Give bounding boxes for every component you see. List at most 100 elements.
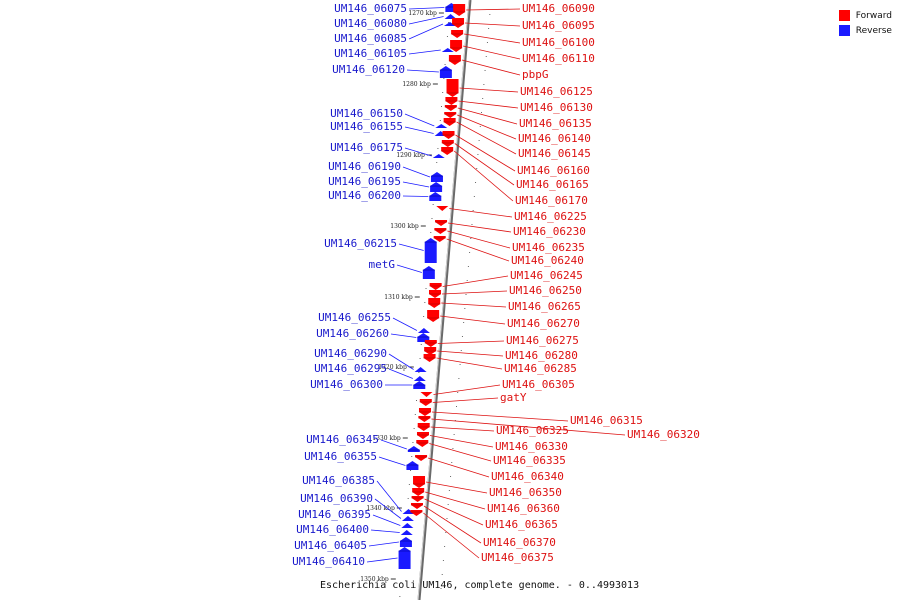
forward-gene-label: UM146_06240 — [511, 254, 584, 267]
forward-gene-label: UM146_06100 — [522, 36, 595, 49]
forward-gene-label: UM146_06325 — [496, 424, 569, 437]
forward-gene-label: UM146_06165 — [516, 178, 589, 191]
forward-gene-um146-06240 — [433, 236, 446, 242]
reverse-gene-label: UM146_06155 — [330, 120, 403, 133]
legend-forward-label: Forward — [855, 10, 892, 21]
forward-gene-um146-06160 — [442, 131, 455, 139]
reverse-gene-label: UM146_06195 — [328, 175, 401, 188]
forward-gene-label: UM146_06370 — [483, 536, 556, 549]
tick-label: 1340 kbp — [366, 505, 395, 512]
reverse-gene-um146-06175 — [432, 154, 445, 158]
forward-swatch — [838, 10, 850, 21]
forward-gene-um146-06110 — [450, 40, 463, 52]
forward-gene-um146-06225 — [436, 206, 449, 211]
forward-gene-label: UM146_06285 — [504, 362, 577, 375]
reverse-gene-label: UM146_06200 — [328, 189, 401, 202]
forward-gene-um146-06135 — [444, 105, 457, 111]
forward-gene-label: UM146_06350 — [489, 486, 562, 499]
reverse-gene-um146-06200 — [429, 192, 442, 201]
tick-label: 1320 kbp — [378, 364, 407, 371]
forward-gene-gaty — [419, 399, 432, 406]
reverse-gene-label: metG — [369, 258, 396, 271]
reverse-gene-um146-06150 — [435, 124, 448, 128]
label-connectors — [366, 7, 626, 563]
reverse-gene-um146-06405 — [399, 537, 412, 547]
forward-gene-um146-06235 — [434, 228, 447, 234]
forward-gene-um146-06245 — [429, 283, 442, 290]
forward-gene-um146-06270 — [427, 310, 440, 322]
forward-gene-um146-06375 — [410, 510, 423, 516]
reverse-gene-um146-06300 — [413, 381, 426, 389]
reverse-swatch — [838, 25, 850, 36]
forward-gene-um146-06170 — [441, 147, 454, 155]
reverse-gene-label: UM146_06150 — [330, 107, 403, 120]
forward-gene-label: UM146_06095 — [522, 19, 595, 32]
reverse-gene-label: UM146_06080 — [334, 17, 407, 30]
reverse-gene-label: UM146_06215 — [324, 237, 397, 250]
reverse-gene-um146-06085 — [443, 22, 456, 26]
forward-gene-label: UM146_06305 — [502, 378, 575, 391]
reverse-gene-label: UM146_06385 — [302, 474, 375, 487]
forward-gene-label: UM146_06280 — [505, 349, 578, 362]
reverse-gene-label: UM146_06255 — [318, 311, 391, 324]
forward-gene-um146-06335 — [416, 440, 429, 447]
reverse-gene-metg — [422, 266, 435, 279]
forward-gene-um146-06315 — [418, 408, 431, 416]
forward-gene-um146-06360 — [412, 488, 425, 496]
forward-gene-label: UM146_06140 — [518, 132, 591, 145]
forward-gene-label: UM146_06225 — [514, 210, 587, 223]
forward-gene-label: UM146_06230 — [513, 225, 586, 238]
reverse-gene-um146-06355 — [406, 461, 419, 470]
forward-gene-label: UM146_06170 — [515, 194, 588, 207]
forward-gene-um146-06305 — [420, 392, 433, 397]
legend: Forward Reverse — [838, 8, 892, 38]
reverse-gene-um146-06260 — [417, 333, 430, 342]
forward-gene-um146-06330 — [416, 432, 429, 439]
reverse-gene-um146-06255 — [417, 328, 430, 333]
forward-gene-label: UM146_06340 — [491, 470, 564, 483]
reverse-gene-um146-06290 — [414, 367, 427, 372]
reverse-gene-um146-06400 — [400, 530, 413, 535]
forward-gene-um146-06140 — [444, 112, 457, 118]
forward-gene-um146-06340 — [415, 455, 428, 461]
tick-label: 1280 kbp — [402, 81, 431, 88]
reverse-gene-um146-06395 — [401, 523, 414, 528]
reverse-gene-label: UM146_06190 — [328, 160, 401, 173]
forward-gene-um146-06130 — [445, 97, 458, 105]
legend-item-forward: Forward — [838, 8, 892, 23]
forward-gene-label: UM146_06330 — [495, 440, 568, 453]
reverse-gene-label: UM146_06120 — [332, 63, 405, 76]
reverse-gene-um146-06080 — [444, 14, 457, 19]
forward-gene-um146-06125 — [446, 79, 459, 97]
reverse-gene-um146-06195 — [430, 182, 443, 192]
gene-labels: UM146_06075 UM146_06080 UM146_06085 UM146_0… — [292, 2, 700, 568]
forward-gene-um146-06100 — [451, 30, 464, 38]
forward-gene-label: UM146_06145 — [518, 147, 591, 160]
forward-gene-label: UM146_06275 — [506, 334, 579, 347]
tick-label: 1310 kbp — [384, 294, 413, 301]
forward-gene-label: UM146_06125 — [520, 85, 593, 98]
forward-gene-um146-06325 — [417, 423, 430, 431]
forward-gene-label: UM146_06360 — [487, 502, 560, 515]
reverse-gene-label: UM146_06345 — [306, 433, 379, 446]
tick-label: 1350 kbp — [360, 576, 389, 583]
forward-gene-label: UM146_06235 — [512, 241, 585, 254]
forward-gene-um146-06275 — [424, 340, 437, 347]
forward-gene-um146-06285 — [423, 354, 436, 362]
reverse-gene-label: UM146_06175 — [330, 141, 403, 154]
legend-item-reverse: Reverse — [838, 23, 892, 38]
forward-gene-um146-06090 — [453, 4, 466, 16]
tick-label: 1290 kbp — [396, 152, 425, 159]
genome-backbone — [417, 0, 472, 600]
forward-gene-label: UM146_06365 — [485, 518, 558, 531]
forward-gene-um146-06280 — [424, 347, 437, 355]
forward-gene-label: UM146_06090 — [522, 2, 595, 15]
reverse-gene-um146-06120 — [439, 66, 452, 78]
tick-label: 1300 kbp — [390, 223, 419, 230]
forward-gene-label: UM146_06315 — [570, 414, 643, 427]
forward-gene-um146-06250 — [429, 290, 442, 298]
forward-gene-um146-06320 — [418, 416, 431, 422]
reverse-gene-um146-06215 — [424, 238, 437, 263]
reverse-gene-label: UM146_06410 — [292, 555, 365, 568]
